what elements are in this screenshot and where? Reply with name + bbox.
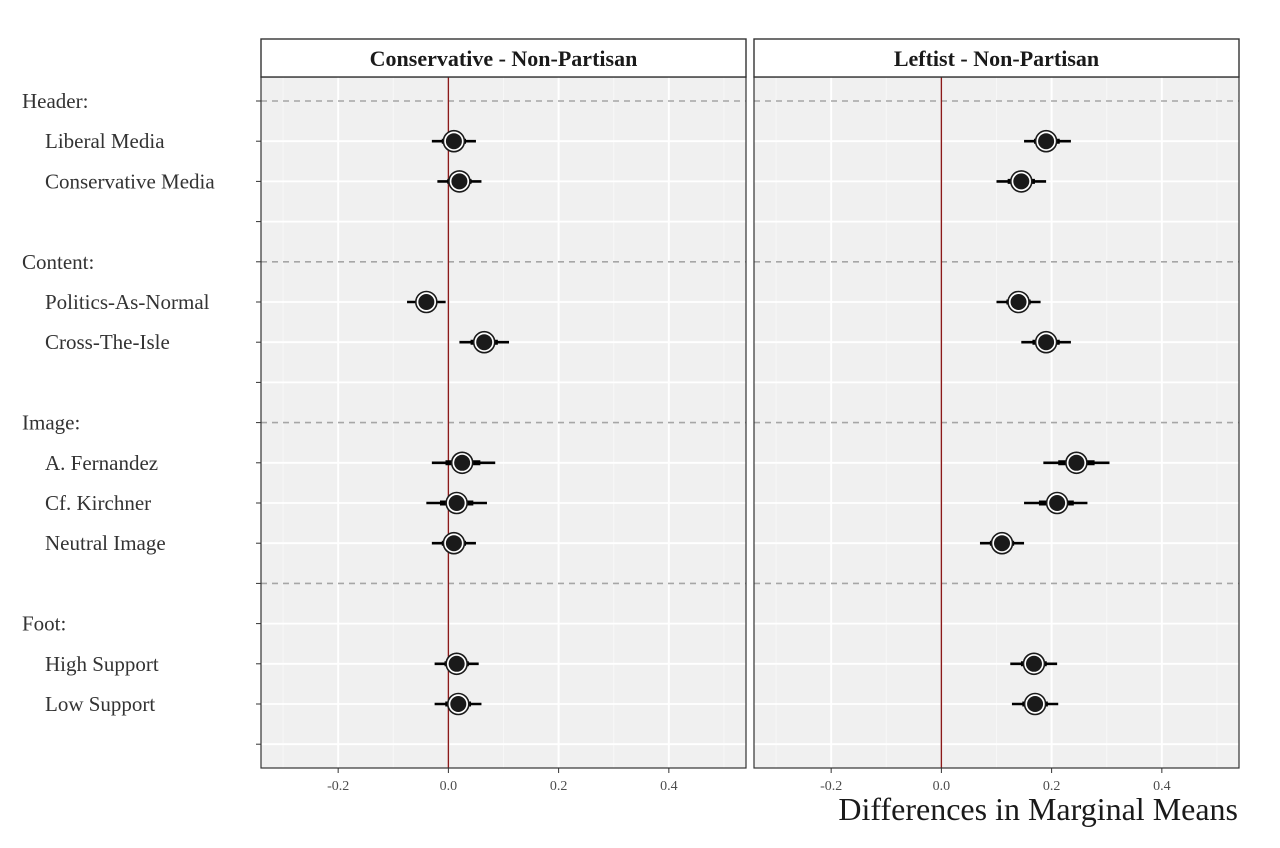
point-marker: [450, 696, 467, 712]
estimate-point: [431, 451, 496, 475]
point-marker: [454, 454, 471, 471]
group-header-label: Content:: [22, 250, 94, 274]
point-marker: [1068, 454, 1085, 471]
estimate-point: [1021, 330, 1071, 354]
row-label: Politics-As-Normal: [45, 290, 210, 314]
x-tick-label: -0.2: [327, 779, 349, 794]
estimate-point: [434, 652, 479, 676]
row-labels: Header: Liberal Media Conservative Media Co…: [22, 89, 261, 745]
estimate-point: [431, 129, 476, 153]
point-marker: [1038, 133, 1055, 150]
estimate-point: [1024, 129, 1071, 153]
row-label: Conservative Media: [45, 169, 215, 193]
x-tick-label: 0.0: [440, 779, 458, 794]
row-label: High Support: [45, 652, 159, 676]
panel-1: Conservative - Non-Partisan -0.2 0.0 0.2 0.4: [260, 38, 747, 794]
estimate-point: [426, 491, 487, 515]
point-marker: [1027, 696, 1044, 712]
x-tick-label: 0.4: [660, 779, 678, 794]
x-tick-label: 0.4: [1153, 779, 1171, 794]
point-marker: [445, 133, 462, 150]
point-marker: [445, 535, 462, 552]
estimate-point: [1043, 451, 1110, 475]
row-label: A. Fernandez: [45, 451, 158, 475]
x-tick-label: 0.2: [1043, 779, 1061, 794]
estimate-point: [407, 290, 446, 314]
group-header-label: Header:: [22, 89, 88, 113]
point-marker: [451, 173, 468, 190]
row-label: Low Support: [45, 692, 155, 716]
panel-2: Leftist - Non-Partisan -0.2 0.0 0.2 0.4: [753, 38, 1240, 794]
row-label: Liberal Media: [45, 129, 165, 153]
x-tick-label: -0.2: [820, 779, 842, 794]
estimate-point: [996, 170, 1047, 193]
point-marker: [1010, 294, 1027, 310]
point-marker: [1025, 655, 1042, 672]
strip-header: [753, 38, 1240, 78]
panel-title: Leftist - Non-Partisan: [894, 46, 1099, 71]
strip-header: [260, 38, 747, 78]
point-marker: [1013, 173, 1030, 190]
point-marker: [994, 535, 1011, 552]
estimate-point: [996, 290, 1041, 314]
point-marker: [448, 655, 465, 672]
point-marker: [476, 334, 493, 351]
group-header-label: Foot:: [22, 612, 66, 636]
estimate-point: [1011, 692, 1059, 716]
estimate-point: [434, 692, 482, 716]
x-axis-title: Differences in Marginal Means: [838, 791, 1238, 827]
estimate-point: [459, 330, 510, 354]
panel-title: Conservative - Non-Partisan: [370, 46, 638, 71]
point-marker: [1049, 495, 1066, 511]
estimate-point: [1024, 491, 1088, 515]
row-label: Neutral Image: [45, 531, 166, 555]
x-tick-label: 0.0: [933, 779, 951, 794]
point-marker: [1038, 334, 1055, 351]
estimate-point: [437, 170, 482, 193]
row-label: Cross-The-Isle: [45, 330, 170, 354]
panels: Conservative - Non-Partisan -0.2 0.0 0.2 0.4…: [260, 38, 1240, 794]
estimate-point: [1010, 652, 1058, 676]
x-tick-label: 0.2: [550, 779, 568, 794]
estimate-point: [979, 531, 1025, 555]
estimate-point: [431, 531, 476, 555]
point-marker: [448, 495, 465, 511]
row-label: Cf. Kirchner: [45, 491, 151, 515]
group-header-label: Image:: [22, 411, 80, 435]
point-marker: [418, 294, 435, 310]
